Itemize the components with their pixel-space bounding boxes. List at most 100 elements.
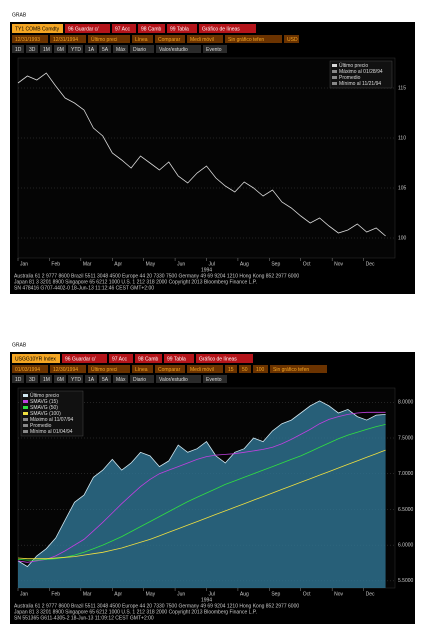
option-box[interactable] bbox=[253, 365, 268, 373]
option-box[interactable] bbox=[225, 365, 237, 373]
option-label[interactable]: 12/31/1993 bbox=[15, 37, 40, 43]
option-label[interactable]: Medi móvil bbox=[190, 367, 214, 373]
range-label[interactable]: 3D bbox=[29, 377, 36, 383]
menu-label[interactable]: 96 Guardar c/ bbox=[65, 356, 96, 362]
menu-box[interactable] bbox=[167, 24, 197, 33]
menu-box[interactable] bbox=[62, 354, 107, 363]
option-label[interactable]: USD bbox=[287, 37, 298, 43]
option-box[interactable] bbox=[88, 35, 130, 43]
range-label[interactable]: 3D bbox=[29, 47, 36, 53]
range-box[interactable] bbox=[68, 45, 83, 53]
menu-box[interactable] bbox=[199, 24, 256, 33]
option-label[interactable]: 15 bbox=[228, 367, 234, 373]
range-box[interactable] bbox=[54, 45, 66, 53]
range-label[interactable]: 6M bbox=[57, 377, 64, 383]
option-box[interactable] bbox=[12, 365, 48, 373]
option-label[interactable]: Línea bbox=[135, 37, 148, 43]
menu-label[interactable]: 98 Camb bbox=[138, 356, 159, 362]
option-label[interactable]: 12/31/1994 bbox=[53, 37, 78, 43]
option-box[interactable] bbox=[187, 35, 223, 43]
range-label[interactable]: Valor/estudio bbox=[159, 377, 188, 383]
option-label[interactable]: Último preci bbox=[91, 366, 117, 373]
range-box[interactable] bbox=[203, 375, 227, 383]
option-box[interactable] bbox=[50, 365, 86, 373]
menu-box[interactable] bbox=[196, 354, 253, 363]
option-label[interactable]: 50 bbox=[242, 367, 248, 373]
range-label[interactable]: Diario bbox=[133, 47, 146, 53]
option-box[interactable] bbox=[239, 365, 251, 373]
range-box[interactable] bbox=[99, 45, 111, 53]
option-box[interactable] bbox=[270, 365, 327, 373]
menu-box[interactable] bbox=[65, 24, 110, 33]
option-box[interactable] bbox=[155, 365, 185, 373]
option-label[interactable]: Comparar bbox=[158, 367, 181, 373]
range-box[interactable] bbox=[113, 375, 128, 383]
menu-label[interactable]: 98 Camb bbox=[141, 26, 162, 32]
range-label[interactable]: 1M bbox=[43, 377, 50, 383]
range-box[interactable] bbox=[130, 375, 154, 383]
menu-box[interactable] bbox=[109, 354, 133, 363]
menu-label[interactable]: 97 Acc bbox=[112, 356, 128, 362]
range-box[interactable] bbox=[130, 45, 154, 53]
range-label[interactable]: 6M bbox=[57, 47, 64, 53]
option-label[interactable]: Medi móvil bbox=[190, 37, 214, 43]
option-label[interactable]: Sin gráfico tefen bbox=[228, 37, 264, 43]
menu-box[interactable] bbox=[135, 354, 162, 363]
range-box[interactable] bbox=[85, 45, 97, 53]
range-box[interactable] bbox=[12, 45, 24, 53]
menu-label[interactable]: Gráfico de líneas bbox=[202, 26, 240, 32]
range-label[interactable]: 1D bbox=[15, 47, 22, 53]
option-box[interactable] bbox=[132, 35, 153, 43]
range-label[interactable]: 5A bbox=[102, 47, 109, 53]
range-label[interactable]: 5A bbox=[102, 377, 109, 383]
range-label[interactable]: 1M bbox=[43, 47, 50, 53]
menu-label[interactable]: 99 Tabla bbox=[170, 26, 189, 32]
option-label[interactable]: 12/30/1994 bbox=[53, 367, 78, 373]
menu-label[interactable]: USGG10YR Index bbox=[15, 356, 56, 362]
menu-label[interactable]: 96 Guardar c/ bbox=[68, 26, 99, 32]
range-box[interactable] bbox=[113, 45, 128, 53]
range-box[interactable] bbox=[40, 45, 52, 53]
option-label[interactable]: 01/03/1994 bbox=[15, 367, 40, 373]
range-label[interactable]: YTD bbox=[71, 47, 81, 53]
option-box[interactable] bbox=[155, 35, 185, 43]
menu-box[interactable] bbox=[112, 24, 136, 33]
range-box[interactable] bbox=[85, 375, 97, 383]
option-label[interactable]: Línea bbox=[135, 367, 148, 373]
range-label[interactable]: YTD bbox=[71, 377, 81, 383]
range-label[interactable]: 1A bbox=[88, 47, 95, 53]
menu-label[interactable]: 97 Acc bbox=[115, 26, 131, 32]
option-box[interactable] bbox=[225, 35, 282, 43]
option-label[interactable]: Sin gráfico tefen bbox=[273, 367, 309, 373]
range-box[interactable] bbox=[40, 375, 52, 383]
menu-label[interactable]: TY1 COMB Comdty bbox=[15, 26, 60, 32]
menu-label[interactable]: 99 Tabla bbox=[167, 356, 186, 362]
option-box[interactable] bbox=[187, 365, 223, 373]
option-box[interactable] bbox=[284, 35, 299, 43]
range-box[interactable] bbox=[203, 45, 227, 53]
option-label[interactable]: 100 bbox=[256, 367, 265, 373]
range-label[interactable]: Evento bbox=[206, 47, 222, 53]
range-box[interactable] bbox=[26, 45, 38, 53]
option-box[interactable] bbox=[88, 365, 130, 373]
range-label[interactable]: 1D bbox=[15, 377, 22, 383]
range-label[interactable]: 1A bbox=[88, 377, 95, 383]
option-box[interactable] bbox=[50, 35, 86, 43]
menu-box[interactable] bbox=[12, 24, 63, 33]
range-label[interactable]: Evento bbox=[206, 377, 222, 383]
menu-box[interactable] bbox=[138, 24, 165, 33]
range-box[interactable] bbox=[12, 375, 24, 383]
range-box[interactable] bbox=[68, 375, 83, 383]
option-label[interactable]: Último preci bbox=[91, 36, 117, 43]
range-label[interactable]: Diario bbox=[133, 377, 146, 383]
range-box[interactable] bbox=[156, 45, 201, 53]
range-box[interactable] bbox=[99, 375, 111, 383]
range-label[interactable]: Máx bbox=[116, 47, 126, 53]
menu-box[interactable] bbox=[12, 354, 60, 363]
menu-box[interactable] bbox=[164, 354, 194, 363]
option-label[interactable]: Comparar bbox=[158, 37, 181, 43]
range-box[interactable] bbox=[54, 375, 66, 383]
range-box[interactable] bbox=[26, 375, 38, 383]
option-box[interactable] bbox=[132, 365, 153, 373]
range-label[interactable]: Valor/estudio bbox=[159, 47, 188, 53]
